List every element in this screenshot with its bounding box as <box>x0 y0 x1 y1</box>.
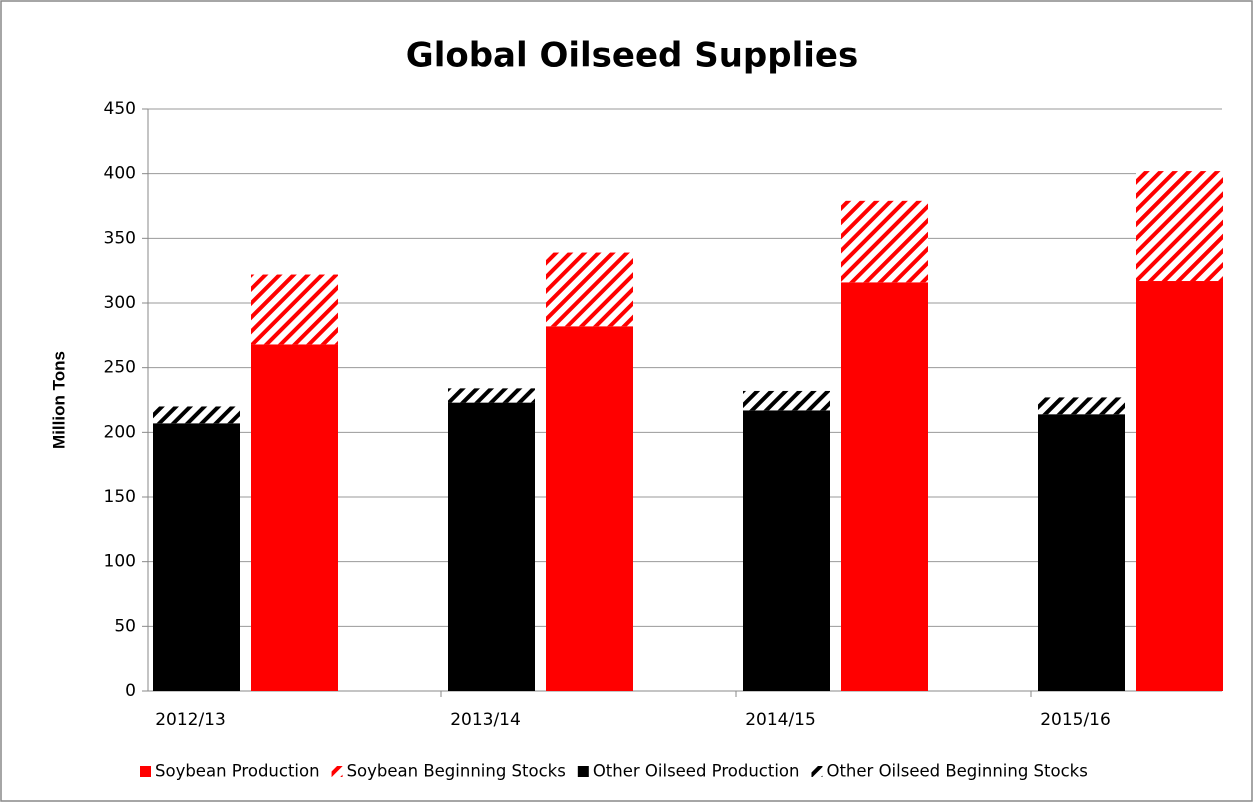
x-tick-label: 2015/16 <box>1040 710 1111 730</box>
bar-segment <box>448 388 535 403</box>
bar-segment <box>153 423 240 691</box>
y-tick-label: 200 <box>104 422 136 442</box>
y-tick-label: 300 <box>104 293 136 313</box>
legend-swatch <box>331 766 343 777</box>
bar-segment <box>1136 281 1223 691</box>
legend-swatch <box>140 766 151 777</box>
chart-title: Global Oilseed Supplies <box>406 36 858 76</box>
bar-segment <box>251 274 338 345</box>
y-tick-label: 0 <box>125 681 136 701</box>
bar-segment <box>1038 414 1125 691</box>
bar-segment <box>841 200 928 283</box>
y-tick-label: 50 <box>114 616 136 636</box>
bar-segment <box>448 402 535 691</box>
bar-segment <box>743 410 830 691</box>
legend-label: Other Oilseed Beginning Stocks <box>826 762 1087 781</box>
bar-segment <box>841 282 928 691</box>
legend-label: Other Oilseed Production <box>593 762 800 781</box>
x-tick-label: 2012/13 <box>155 710 226 730</box>
y-axis-label: Million Tons <box>49 351 68 449</box>
y-tick-label: 100 <box>104 552 136 572</box>
y-tick-label: 150 <box>104 487 136 507</box>
legend-label: Soybean Production <box>155 762 320 781</box>
bar-segment <box>153 406 240 424</box>
bar-segment <box>546 252 633 327</box>
x-tick-label: 2013/14 <box>450 710 521 730</box>
legend-label: Soybean Beginning Stocks <box>347 762 566 781</box>
bar-segment <box>251 344 338 691</box>
y-tick-label: 250 <box>104 358 136 378</box>
bar-segment <box>743 390 830 411</box>
x-tick-label: 2014/15 <box>745 710 816 730</box>
bar-segment <box>1038 397 1125 415</box>
bar-segment <box>546 326 633 691</box>
bar-segment <box>1136 171 1223 282</box>
y-tick-label: 350 <box>104 228 136 248</box>
y-tick-label: 450 <box>104 99 136 119</box>
legend-swatch <box>811 766 823 777</box>
legend-swatch <box>577 766 589 777</box>
y-tick-label: 400 <box>104 164 136 184</box>
